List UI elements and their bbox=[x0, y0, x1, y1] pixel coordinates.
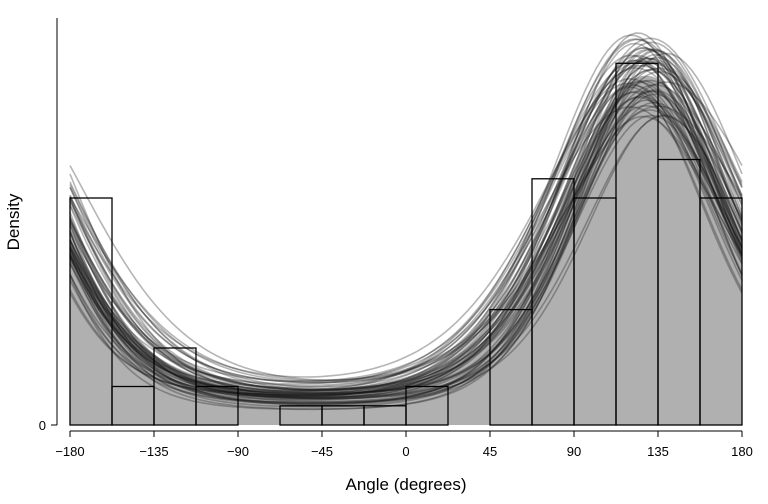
ensemble-curve-12 bbox=[69, 57, 743, 383]
ensemble-curve-36 bbox=[69, 34, 743, 394]
ensemble-curve-52 bbox=[69, 41, 743, 397]
ensemble-curve-0 bbox=[69, 62, 743, 384]
histogram-bar-3 bbox=[195, 385, 239, 426]
x-tick-label-1: −135 bbox=[139, 444, 168, 459]
ensemble-curve-39 bbox=[69, 64, 743, 378]
y-axis-title: Density bbox=[4, 193, 23, 250]
ensemble-curve-51 bbox=[69, 37, 743, 384]
ensemble-curve-35 bbox=[69, 95, 743, 397]
ensemble-curve-53 bbox=[69, 82, 743, 388]
x-tick-label-2: −90 bbox=[227, 444, 249, 459]
ensemble-curve-17 bbox=[69, 70, 743, 391]
histogram-bar-8 bbox=[405, 385, 449, 426]
x-tick-label-7: 135 bbox=[647, 444, 669, 459]
ensemble-curve-46 bbox=[69, 54, 743, 397]
ensemble-curve-50 bbox=[69, 79, 743, 394]
x-tick-label-8: 180 bbox=[731, 444, 753, 459]
ensemble-curve-15 bbox=[69, 59, 743, 391]
ensemble-curve-32 bbox=[69, 60, 743, 390]
histogram-outline bbox=[69, 62, 743, 426]
ensemble-curve-38 bbox=[69, 104, 743, 392]
histogram-bar-0 bbox=[69, 197, 113, 426]
ensemble-curve-8 bbox=[69, 84, 743, 392]
ensemble-curve-42 bbox=[69, 38, 743, 398]
y-tick-label-0: 0 bbox=[39, 418, 46, 433]
ensemble-curve-16 bbox=[69, 81, 743, 395]
ensemble-curve-40 bbox=[69, 106, 743, 392]
ensemble-curve-54 bbox=[69, 81, 743, 381]
ensemble-curve-22 bbox=[69, 48, 743, 391]
x-tick-label-6: 90 bbox=[567, 444, 581, 459]
ensemble-curve-13 bbox=[69, 84, 743, 392]
ensemble-curve-48 bbox=[69, 105, 743, 382]
ensemble-curve-3 bbox=[69, 67, 743, 391]
ensemble-curve-33 bbox=[69, 68, 743, 388]
x-tick-label-4: 0 bbox=[402, 444, 409, 459]
ensemble-curve-6 bbox=[69, 38, 743, 387]
x-tick-label-5: 45 bbox=[483, 444, 497, 459]
histogram-bar-15 bbox=[699, 197, 743, 426]
ensemble-curve-44 bbox=[69, 67, 743, 382]
x-tick-label-0: −180 bbox=[55, 444, 84, 459]
ensemble-curve-26 bbox=[69, 77, 743, 385]
ensemble-curve-4 bbox=[69, 42, 743, 396]
ensemble-curve-5 bbox=[69, 54, 743, 398]
x-tick-label-3: −45 bbox=[311, 444, 333, 459]
x-axis-title: Angle (degrees) bbox=[346, 475, 467, 494]
ensemble-curve-24 bbox=[69, 59, 743, 393]
ensemble-curve-34 bbox=[69, 89, 743, 393]
ticks: −180 −135 −90 −45 0 45 90 135 180 0 bbox=[39, 418, 753, 459]
